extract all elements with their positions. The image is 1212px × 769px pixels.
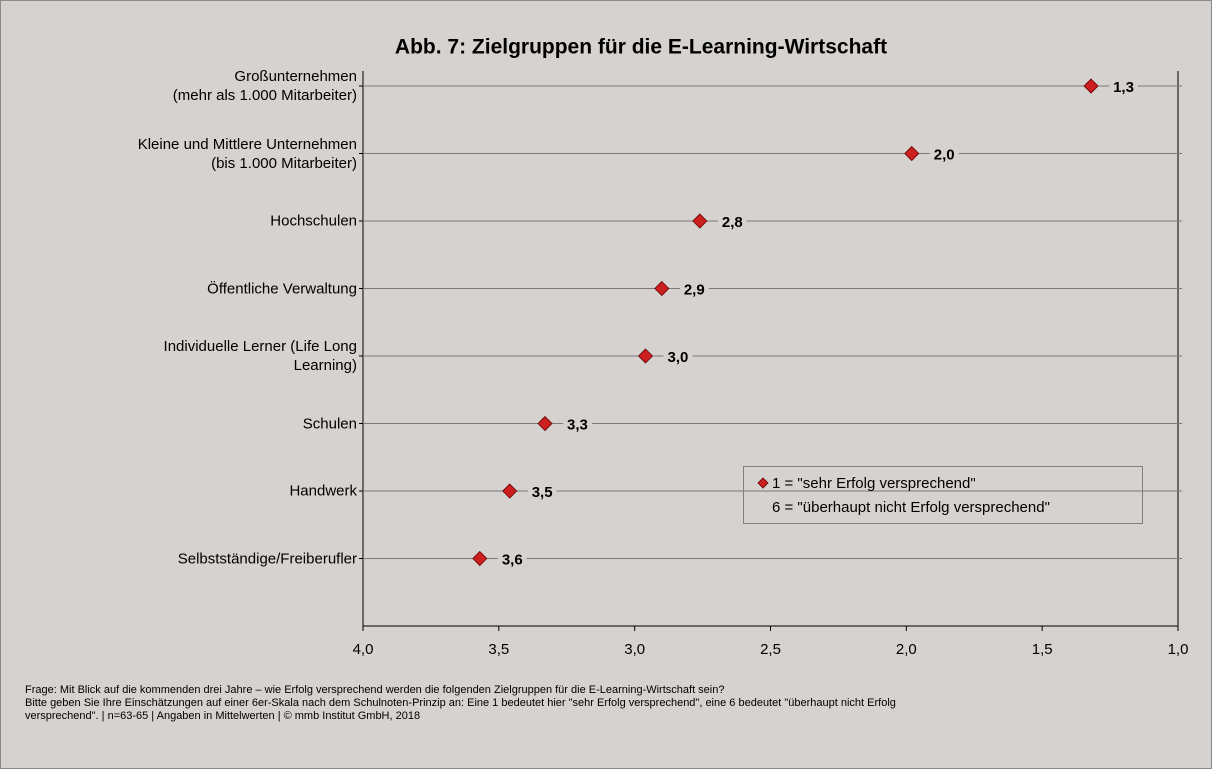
category-label: Selbstständige/Freiberufler xyxy=(177,550,357,567)
dot xyxy=(654,280,670,297)
label-bg xyxy=(663,353,693,359)
category-label: Hochschulen xyxy=(270,212,357,230)
category-label: Kleine und Mittlere Unternehmen (bis 1.0… xyxy=(137,135,357,172)
category-label: Öffentliche Verwaltung xyxy=(207,280,357,297)
label-bg xyxy=(929,150,959,157)
dot xyxy=(637,348,654,364)
label-bg xyxy=(1109,83,1138,89)
x-tick-label: 1,0 xyxy=(1168,641,1189,658)
x-tick-label: 3,0 xyxy=(624,641,645,658)
label-bg xyxy=(497,555,527,562)
dot xyxy=(904,145,920,162)
legend-marker xyxy=(757,477,769,489)
dot xyxy=(692,213,708,229)
footnote-line: Bitte geben Sie Ihre Einschätzungen auf … xyxy=(25,697,896,709)
x-tick-label: 1,5 xyxy=(1032,641,1053,658)
data-label: 3,6 xyxy=(502,551,523,568)
legend-item: 1 = "sehr Erfolg versprechend" xyxy=(772,475,976,492)
footnote-line: versprechend". | n=63-65 | Angaben in Mi… xyxy=(25,710,421,722)
x-tick-label: 3,5 xyxy=(488,641,509,658)
label-bg xyxy=(717,218,747,224)
x-tick-label: 2,5 xyxy=(760,641,781,658)
footnote-line: Frage: Mit Blick auf die kommenden drei … xyxy=(25,684,725,696)
x-tick-label: 4,0 xyxy=(353,641,374,658)
label-bg xyxy=(527,488,557,494)
category-label: Schulen xyxy=(302,415,357,432)
dot xyxy=(1083,78,1099,94)
data-label: 3,0 xyxy=(668,349,689,366)
chart-title: Abb. 7: Zielgruppen für die E-Learning-W… xyxy=(395,36,887,59)
footnote: Frage: Mit Blick auf die kommenden drei … xyxy=(25,684,896,723)
data-label: 3,3 xyxy=(567,416,588,433)
dot xyxy=(537,415,553,432)
dot xyxy=(502,483,518,499)
category-label: Individuelle Lerner (Life Long Learning) xyxy=(163,338,357,374)
category-label: Großunternehmen (mehr als 1.000 Mitarbei… xyxy=(172,68,357,104)
legend-item: 6 = "überhaupt nicht Erfolg versprechend… xyxy=(772,499,1050,516)
data-label: 2,9 xyxy=(684,281,705,298)
data-label: 3,5 xyxy=(532,484,553,501)
data-label: 2,0 xyxy=(934,146,955,163)
data-label: 2,8 xyxy=(722,214,743,231)
label-bg xyxy=(679,285,709,292)
label-bg xyxy=(563,420,592,427)
data-label: 1,3 xyxy=(1113,79,1134,96)
dot xyxy=(472,550,488,567)
x-tick-label: 2,0 xyxy=(896,641,917,658)
legend: 1 = "sehr Erfolg versprechend" 6 = "über… xyxy=(743,466,1143,524)
category-label: Handwerk xyxy=(289,482,357,500)
